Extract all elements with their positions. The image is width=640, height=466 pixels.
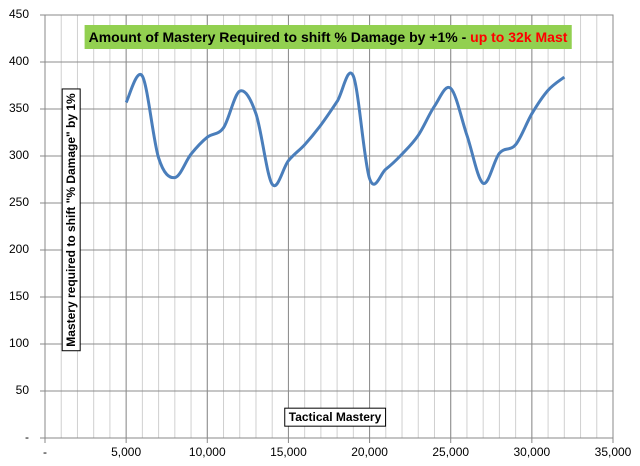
data-line [124, 71, 566, 188]
title-part: up to 32k Mast [470, 29, 568, 45]
y-axis-label-box [61, 88, 81, 352]
y-tick-label: 50 [16, 383, 30, 397]
y-tick-label: - [25, 430, 29, 444]
y-tick-label: 250 [9, 195, 29, 209]
x-tick-label: 30,000 [514, 445, 551, 459]
y-tick-label: 150 [9, 289, 29, 303]
y-axis-label-group: Mastery required to shift "% Damage" by … [61, 88, 81, 352]
y-tick-label: 200 [9, 242, 29, 256]
x-tick-label: 20,000 [351, 445, 388, 459]
y-axis-label: Mastery required to shift "% Damage" by … [64, 93, 78, 347]
y-tick-label: 100 [9, 336, 29, 350]
x-axis-label: Tactical Mastery [289, 410, 382, 424]
title-part: Amount of Mastery Required to shift % Da… [89, 29, 471, 45]
x-tick-label: 25,000 [432, 445, 469, 459]
x-tick-label: 35,000 [595, 445, 632, 459]
x-tick-label: 10,000 [189, 445, 226, 459]
plot-frame [44, 14, 614, 439]
x-tick-label: - [43, 445, 47, 459]
x-tick-label: 5,000 [111, 445, 141, 459]
x-axis-label-box [284, 407, 387, 427]
y-tick-label: 400 [9, 54, 29, 68]
title-group: Amount of Mastery Required to shift % Da… [84, 25, 572, 49]
y-tick-label: 300 [9, 148, 29, 162]
chart-title: Amount of Mastery Required to shift % Da… [89, 29, 568, 45]
x-tick-label: 15,000 [270, 445, 307, 459]
y-tick-label: 350 [9, 101, 29, 115]
y-tick-label: 450 [9, 7, 29, 21]
title-background [84, 25, 572, 49]
